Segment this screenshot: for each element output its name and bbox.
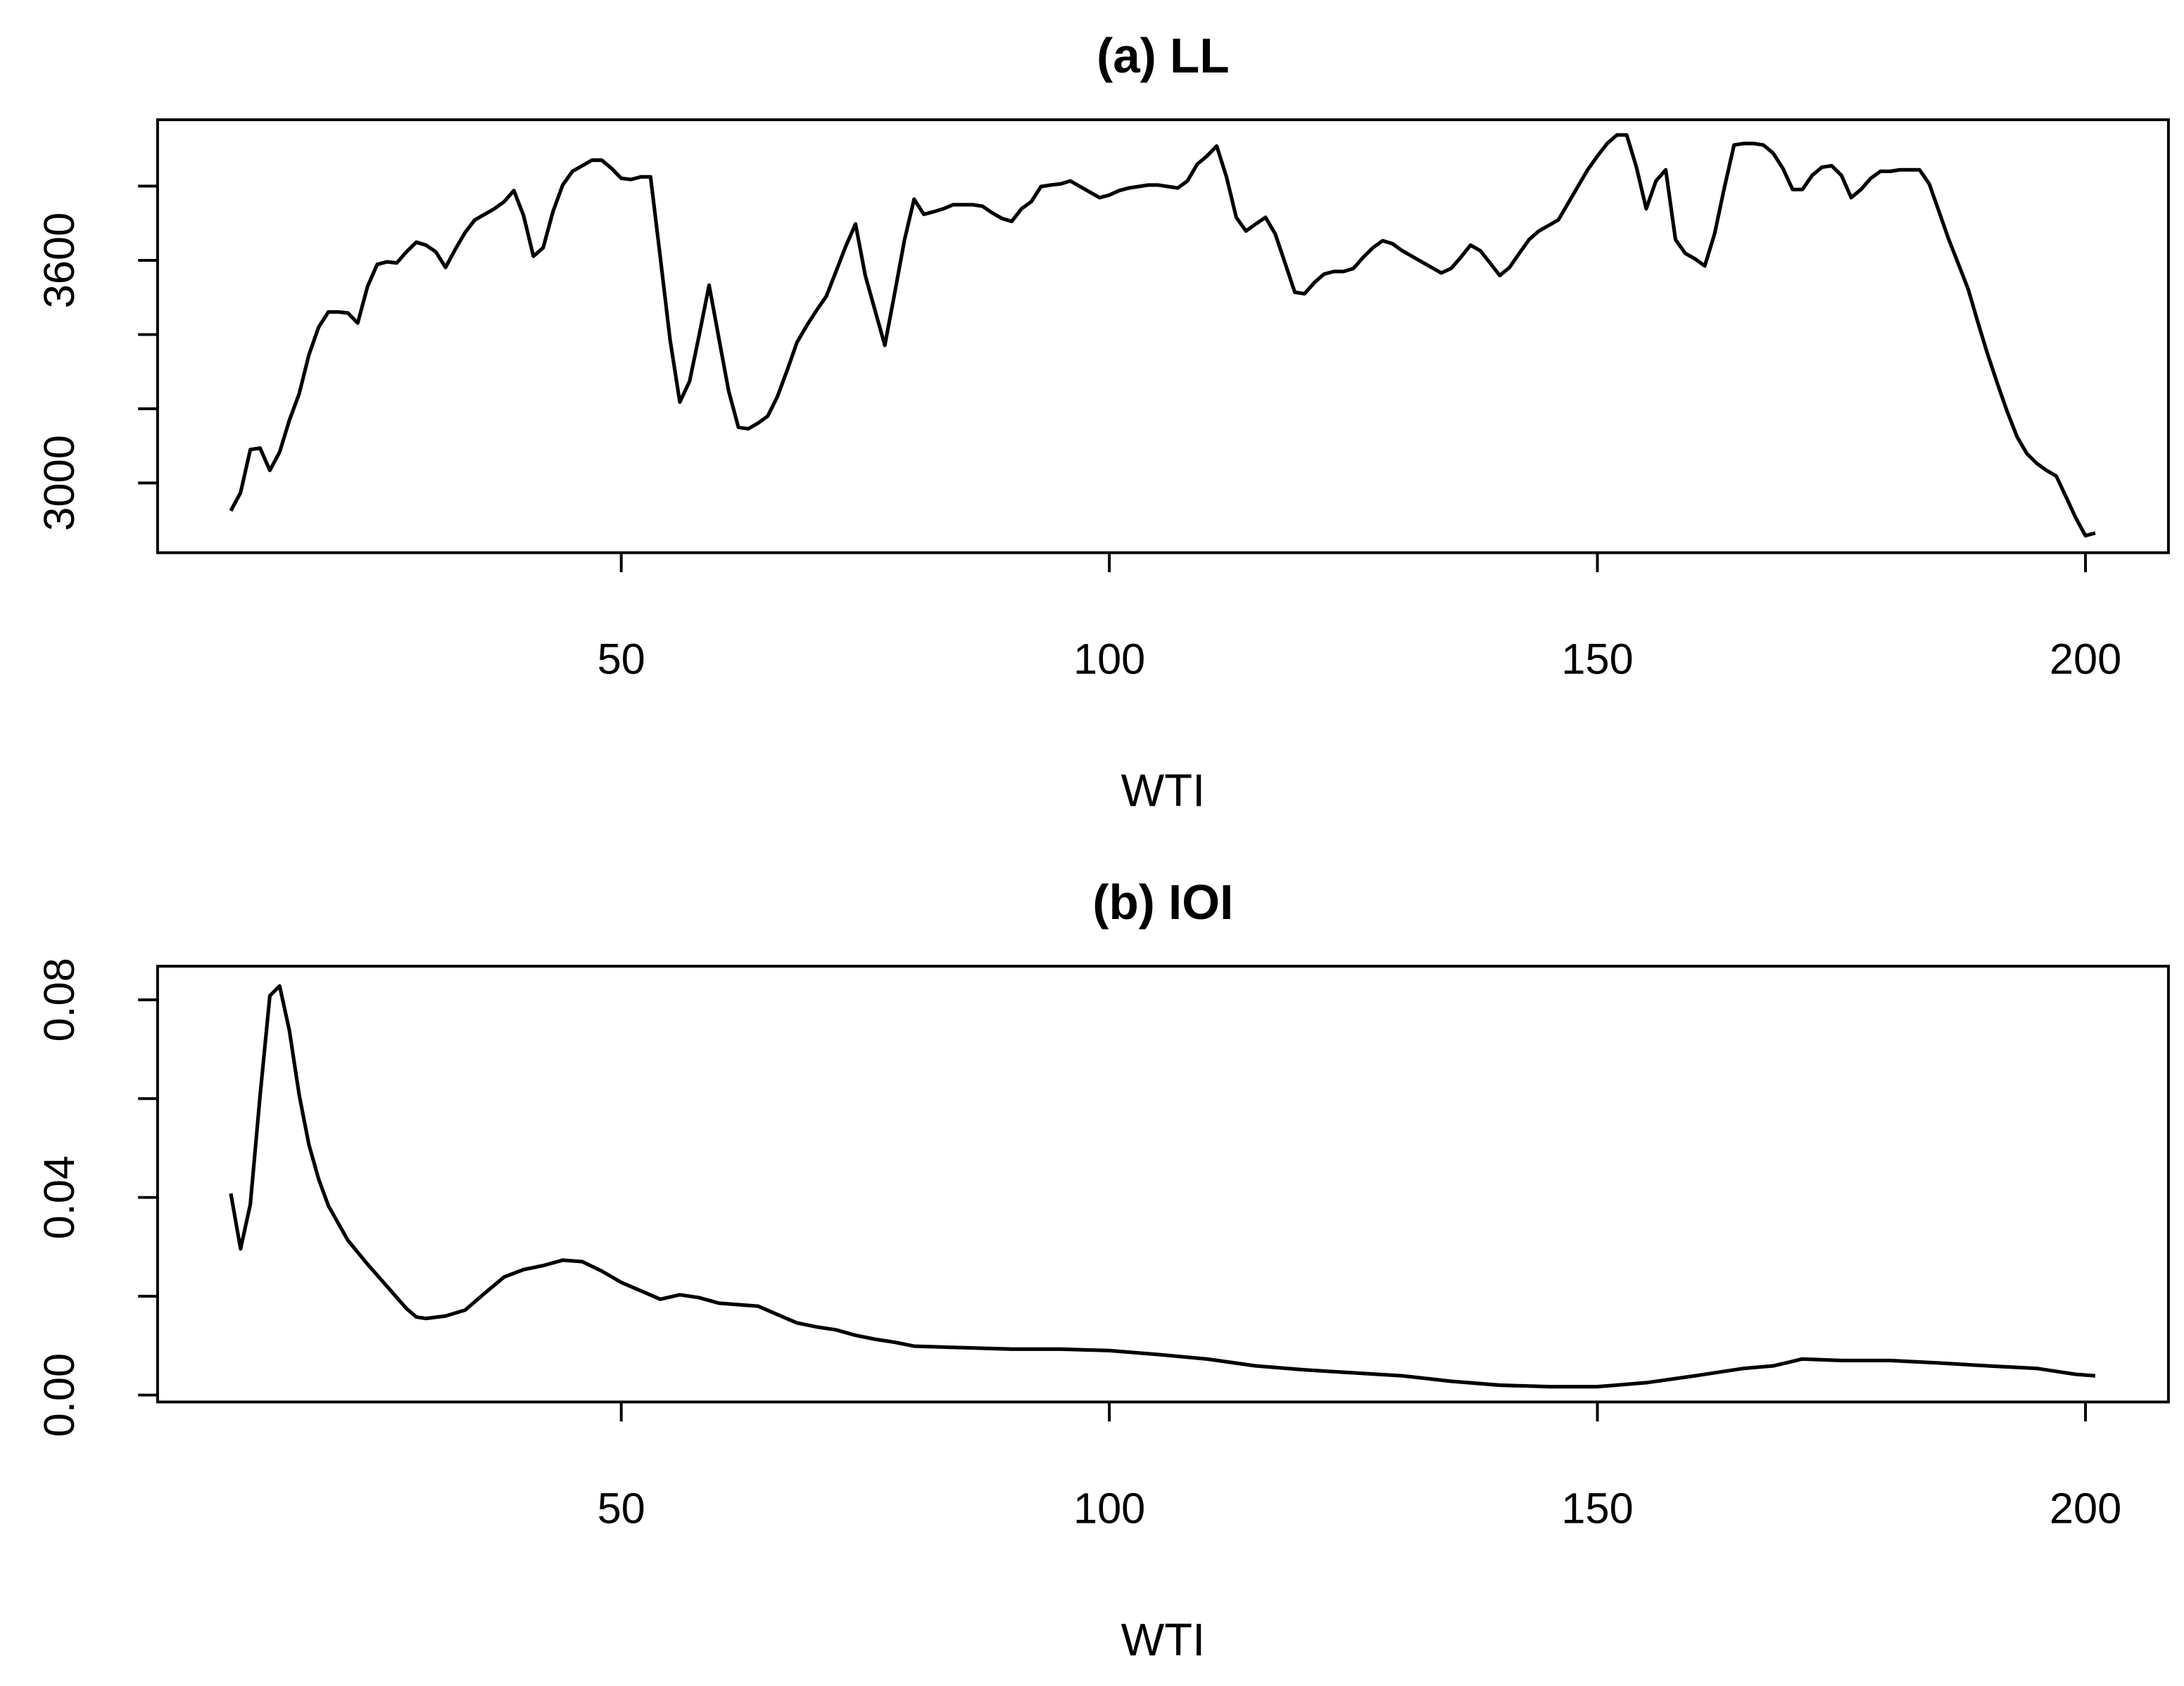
x-tick-label: 50 xyxy=(598,1484,645,1533)
x-tick-label: 200 xyxy=(2050,1484,2121,1533)
x-tick-label: 100 xyxy=(1073,635,1145,683)
x-tick-label: 100 xyxy=(1073,1484,1145,1533)
x-tick-label: 200 xyxy=(2050,635,2121,683)
x-axis-label: WTI xyxy=(1121,1614,1206,1665)
y-tick-label: 0.00 xyxy=(34,1353,83,1437)
chart-title: (b) IOI xyxy=(1092,875,1233,930)
data-line xyxy=(229,984,2096,1389)
x-axis-label: WTI xyxy=(1121,765,1206,816)
plot-frame xyxy=(156,118,2170,554)
x-tick-label: 150 xyxy=(1561,1484,1633,1533)
plot-frame xyxy=(156,965,2170,1404)
y-tick-label: 3000 xyxy=(34,435,83,531)
y-tick-label: 0.04 xyxy=(34,1155,83,1239)
y-tick-label: 0.08 xyxy=(34,958,83,1041)
x-tick-label: 50 xyxy=(598,635,645,683)
x-tick-label: 150 xyxy=(1561,635,1633,683)
data-line xyxy=(229,133,2096,538)
y-tick-label: 3600 xyxy=(34,213,83,308)
chart-title: (a) LL xyxy=(1097,28,1229,83)
